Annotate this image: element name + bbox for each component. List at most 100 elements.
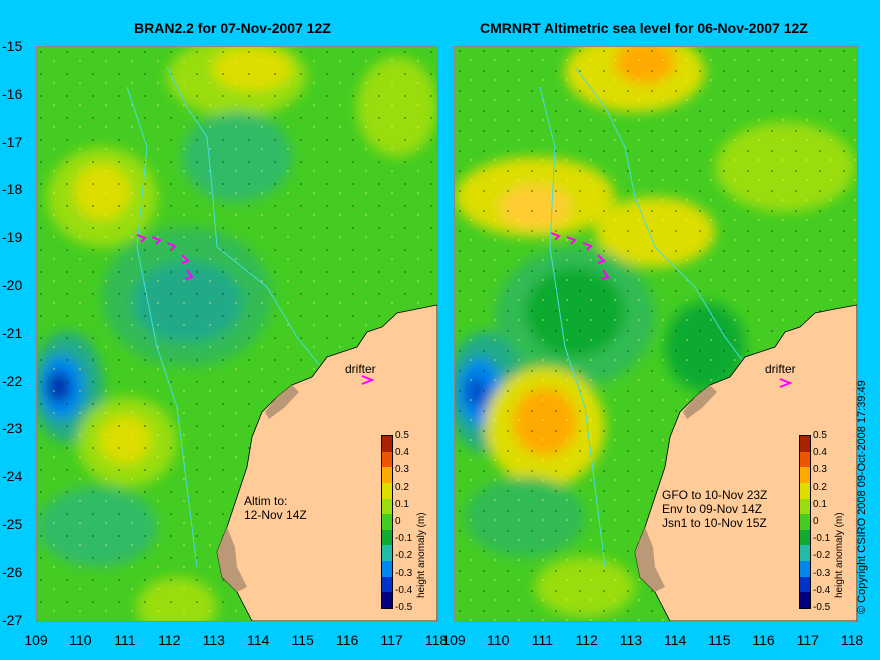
y-tick-label: -20 [2,277,23,293]
drifter-track [550,232,610,280]
colorbar-label: 0.2 [395,481,409,493]
colorbar-label: 0 [813,516,819,527]
colorbar-label: 0.3 [813,464,827,476]
y-tick-label: -17 [2,133,23,150]
colorbar-title: height anomaly (m) [416,512,427,598]
colorbar-label: 0.4 [813,447,827,459]
altimetry-note-left: Altim to: 12-Nov 14Z [244,494,307,522]
colorbar-label: -0.5 [813,602,831,613]
colorbar-label: -0.5 [395,602,413,613]
colorbar-label: -0.1 [813,533,831,545]
y-tick-label: -16 [2,85,23,102]
drifter-icon [361,375,375,385]
colorbar-segment [800,482,810,500]
left-map-title: BRAN2.2 for 07-Nov-2007 12Z [134,20,331,36]
x-tick-label-left: 118 [424,632,448,648]
colorbar-label: 0.5 [395,430,409,441]
colorbar-segment [800,545,810,562]
x-tick-label-right: 116 [752,632,775,648]
colorbar-label: -0.3 [395,567,413,579]
colorbar-segment [382,436,392,453]
right-map-title: CMRNRT Altimetric sea level for 06-Nov-2… [480,20,808,36]
y-tick-label: -26 [2,563,23,580]
colorbar-segment [382,514,392,531]
x-tick-label-right: 110 [487,632,510,648]
y-tick-label: -24 [2,468,23,485]
x-tick-label-right: 114 [663,632,687,648]
colorbar-label: 0.5 [813,430,827,441]
x-tick-label-right: 115 [708,632,731,648]
x-tick-label-left: 111 [114,632,136,648]
colorbar-frame [799,435,811,609]
y-tick-label: -22 [2,372,23,389]
colorbar-label: -0.4 [813,584,831,596]
x-tick-label-left: 114 [247,632,270,648]
coast-fringe [217,527,247,592]
colorbar-segment [382,451,392,468]
coast-fringe [635,527,665,592]
colorbar-label: -0.1 [395,533,413,545]
right-map-panel[interactable] [454,46,858,622]
drifter-label-left: drifter [345,362,376,376]
colorbar-segment [382,561,392,578]
x-tick-label-left: 116 [335,632,359,648]
x-tick-label-left: 113 [202,632,225,648]
colorbar-label: -0.2 [395,550,413,562]
copyright-notice: © Copyright CSIRO 2008 09-Oct-2008 17:39… [856,380,868,614]
colorbar-label: 0.4 [395,447,409,459]
colorbar-segment [800,498,810,515]
colorbar-segment [800,592,810,609]
altimetry-note-right: GFO to 10-Nov 23Z Env to 09-Nov 14Z Jsn1… [662,488,768,530]
colorbar-segment [800,436,810,453]
x-tick-label-left: 117 [380,632,403,648]
x-tick-label-right: 111 [531,632,554,648]
colorbar-segment [382,482,392,500]
coast-fringe [683,385,717,419]
left-map-canvas [37,47,437,621]
drifter-track [136,234,194,280]
colorbar-frame [381,435,393,609]
colorbar-segment [382,592,392,609]
colorbar-segment [382,529,392,546]
y-tick-label: -23 [2,420,23,437]
drifter-label-right: drifter [765,362,796,376]
x-tick-label-left: 109 [24,632,48,648]
x-tick-label-left: 112 [158,632,181,648]
colorbar-segment [800,514,810,531]
colorbar-label: -0.2 [813,550,831,562]
colorbar-segment [382,467,392,484]
colorbar-label: 0 [395,516,401,527]
colorbar-segment [800,467,810,484]
coast-fringe [265,385,299,419]
colorbar-label: -0.3 [813,567,831,579]
colorbar-label: -0.4 [395,584,413,596]
y-tick-label: -18 [2,181,23,198]
colorbar-title: height anomaly (m) [834,512,845,598]
colorbar-segment [382,498,392,515]
bathymetry-contour [126,86,198,568]
y-tick-label: -19 [2,229,23,246]
colorbar-segment [800,451,810,468]
x-tick-label-right: 113 [619,632,643,648]
y-tick-label: -15 [2,38,23,54]
colorbar-segment [382,576,392,593]
colorbar-label: 0.1 [395,498,409,510]
y-tick-label: -25 [2,516,23,532]
colorbar-segment [382,545,392,562]
right-map-canvas [455,47,857,621]
x-tick-label-right: 118 [840,632,864,648]
bathymetry-contour [539,86,606,568]
colorbar-segment [800,576,810,593]
y-tick-label: -27 [2,611,23,628]
drifter-icon [779,378,793,388]
colorbar-label: 0.1 [813,498,827,510]
left-map-panel[interactable] [36,46,438,622]
x-tick-label-right: 109 [442,632,466,648]
colorbar-label: 0.2 [813,481,827,493]
x-tick-label-right: 112 [575,632,598,648]
x-tick-label-left: 115 [291,632,314,648]
colorbar-label: 0.3 [395,464,409,476]
colorbar-segment [800,561,810,578]
colorbar-segment [800,529,810,546]
x-tick-label-left: 110 [69,632,92,648]
